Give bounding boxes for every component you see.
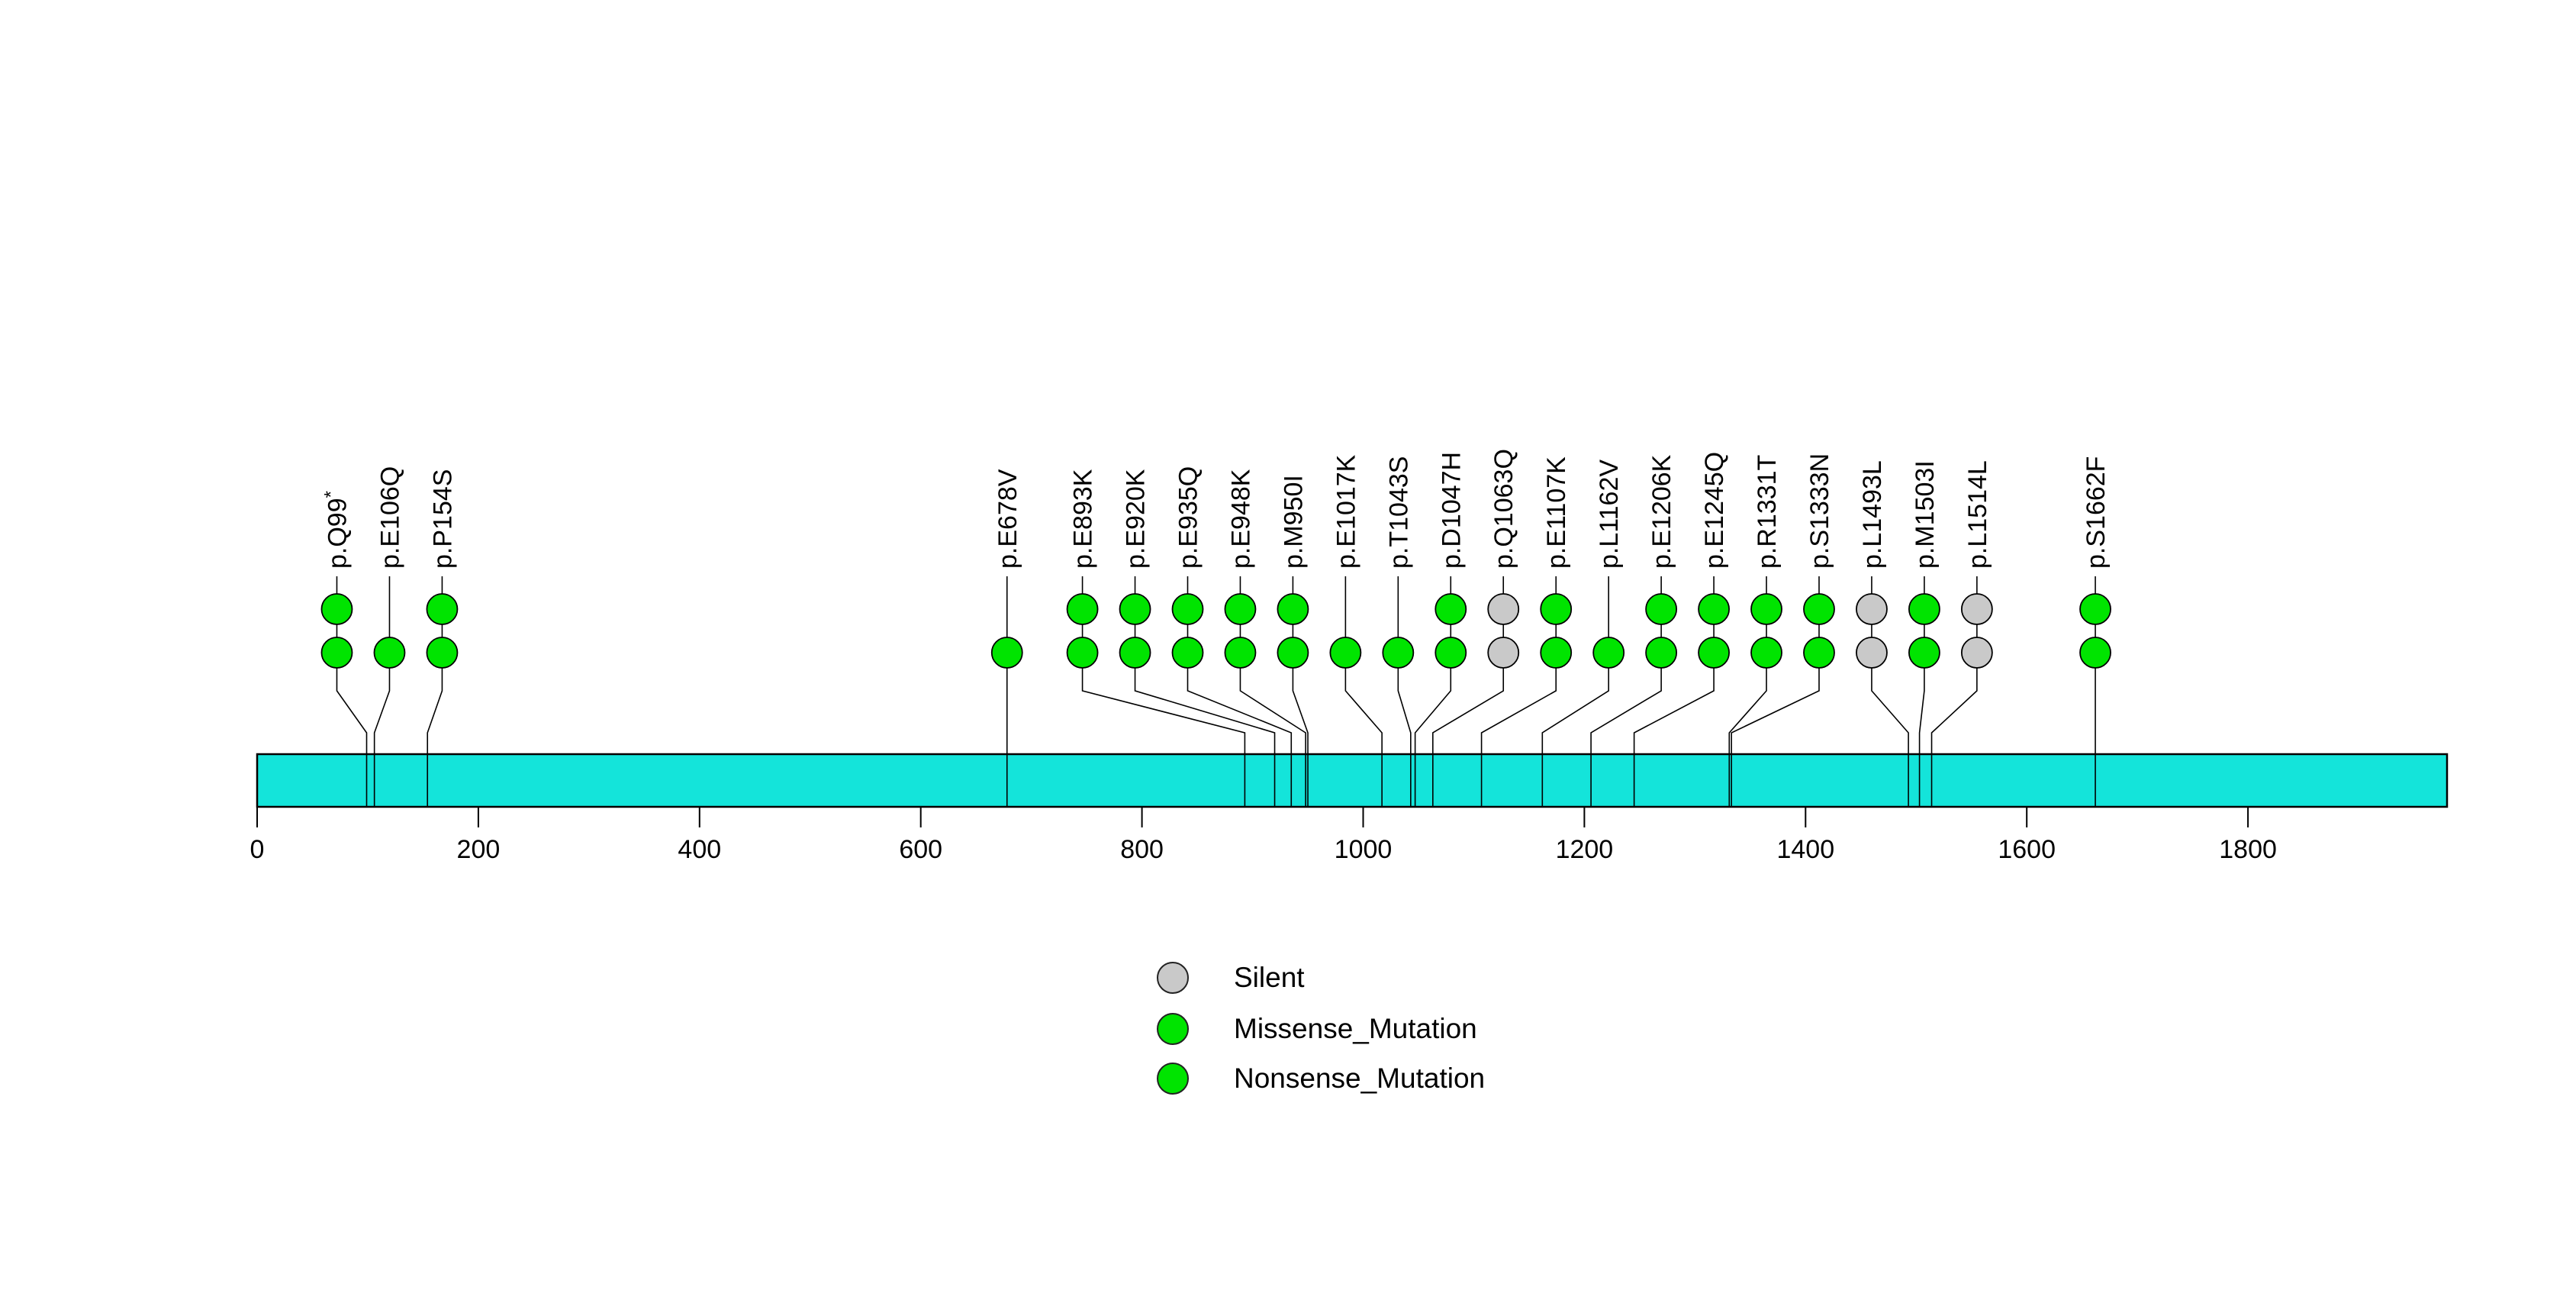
mutation-stick <box>1414 576 1452 807</box>
mutation-stick <box>1728 576 1767 807</box>
mutation-circle <box>320 637 353 669</box>
mutation-circle <box>1908 637 1940 669</box>
mutation-label: p.E920K <box>1122 469 1151 569</box>
mutation-circle <box>2079 593 2111 625</box>
mutation-circle <box>1540 637 1573 669</box>
mutation-stick <box>1397 576 1412 807</box>
axis-tick-label: 1200 <box>1556 835 1614 864</box>
mutation-stick <box>1292 576 1309 807</box>
mutation-stick <box>1731 576 1820 807</box>
mutation-label: p.E1245Q <box>1700 452 1729 569</box>
mutation-circle <box>1435 593 1467 625</box>
axis-tick-label: 200 <box>457 835 501 864</box>
mutation-circle <box>1119 637 1151 669</box>
mutation-circle <box>1645 637 1678 669</box>
mutation-circle <box>426 593 459 625</box>
mutation-circle <box>1908 593 1940 625</box>
axis-tick-label: 1800 <box>2219 835 2277 864</box>
mutation-stick <box>1918 576 1925 807</box>
mutation-circle <box>990 637 1023 669</box>
mutation-label: p.E948K <box>1226 469 1255 569</box>
axis-tick-label: 0 <box>250 835 265 864</box>
mutation-label: p.E935Q <box>1174 466 1203 569</box>
mutation-label: p.P154S <box>428 469 457 569</box>
mutation-stick <box>1187 576 1293 807</box>
mutation-stick <box>1239 576 1306 807</box>
mutation-circle <box>1856 593 1888 625</box>
mutation-circle <box>320 593 353 625</box>
mutation-circle <box>1803 593 1835 625</box>
mutation-circle <box>1066 637 1099 669</box>
mutation-stick <box>1480 576 1557 807</box>
mutation-circle <box>1960 593 1993 625</box>
mutation-circle <box>1066 593 1099 625</box>
mutation-circle <box>2079 637 2111 669</box>
mutation-circle <box>1750 593 1782 625</box>
mutation-circle <box>1171 593 1204 625</box>
mutation-label: p.M1503I <box>1911 460 1940 569</box>
mutation-circle <box>1698 593 1730 625</box>
mutation-circle <box>426 637 459 669</box>
axis-tick-label: 400 <box>678 835 721 864</box>
mutation-label: p.E1206K <box>1647 454 1676 569</box>
mutation-stick <box>373 576 391 807</box>
mutation-label: p.E678V <box>993 469 1022 569</box>
mutation-label: p.R1331T <box>1753 455 1782 569</box>
mutation-circle <box>1119 593 1151 625</box>
mutation-circle <box>1960 637 1993 669</box>
mutation-circle <box>1224 637 1257 669</box>
mutation-label: p.L1514L <box>1963 460 1992 569</box>
mutation-stick <box>1633 576 1715 807</box>
axis-tick-label: 800 <box>1120 835 1164 864</box>
mutation-label: p.E893K <box>1069 469 1098 569</box>
mutation-label: p.S1662F <box>2082 456 2111 569</box>
mutation-label: p.Q99* <box>320 491 352 569</box>
mutation-circle <box>1540 593 1573 625</box>
mutation-circle <box>1171 637 1204 669</box>
mutation-stick <box>1344 576 1383 807</box>
mutation-circle <box>1803 637 1835 669</box>
mutation-circle <box>1487 593 1520 625</box>
mutation-stick <box>1590 576 1662 807</box>
mutation-label: p.T1043S <box>1384 456 1413 569</box>
mutation-circle <box>1224 593 1257 625</box>
mutation-circle <box>1645 593 1678 625</box>
mutation-circle <box>1277 637 1309 669</box>
mutation-stick <box>1432 576 1505 807</box>
mutation-label: p.L1493L <box>1858 460 1887 569</box>
mutation-label: p.E1107K <box>1542 456 1571 569</box>
mutation-label: p.L1162V <box>1595 460 1624 569</box>
axis-tick-label: 1000 <box>1335 835 1393 864</box>
mutation-stick <box>336 576 368 807</box>
mutation-circle <box>373 637 406 669</box>
mutation-circle <box>1698 637 1730 669</box>
mutation-stick <box>1871 576 1909 807</box>
mutation-label: p.E1017K <box>1331 454 1360 569</box>
mutation-circle <box>1277 593 1309 625</box>
mutation-label: p.E106Q <box>375 466 404 569</box>
mutation-stick <box>427 576 443 807</box>
axis-tick-label: 1400 <box>1776 835 1834 864</box>
mutation-stick <box>1134 576 1276 807</box>
mutation-stick <box>1081 576 1246 807</box>
mutation-circle <box>1435 637 1467 669</box>
mutation-circle <box>1750 637 1782 669</box>
mutation-circle <box>1592 637 1625 669</box>
mutation-label: p.S1333N <box>1805 453 1834 569</box>
axis-tick-label: 600 <box>899 835 942 864</box>
mutation-circle <box>1382 637 1415 669</box>
axis-tick-label: 1600 <box>1998 835 2056 864</box>
mutation-circle <box>1856 637 1888 669</box>
mutation-circle <box>1329 637 1362 669</box>
mutation-label: p.M950I <box>1279 475 1308 569</box>
mutation-label: p.Q1063Q <box>1489 449 1518 569</box>
mutation-label: p.D1047H <box>1437 452 1466 569</box>
mutation-stick <box>1541 576 1609 807</box>
protein-bar <box>256 753 2449 808</box>
mutation-stick <box>1930 576 1978 807</box>
mutation-circle <box>1487 637 1520 669</box>
